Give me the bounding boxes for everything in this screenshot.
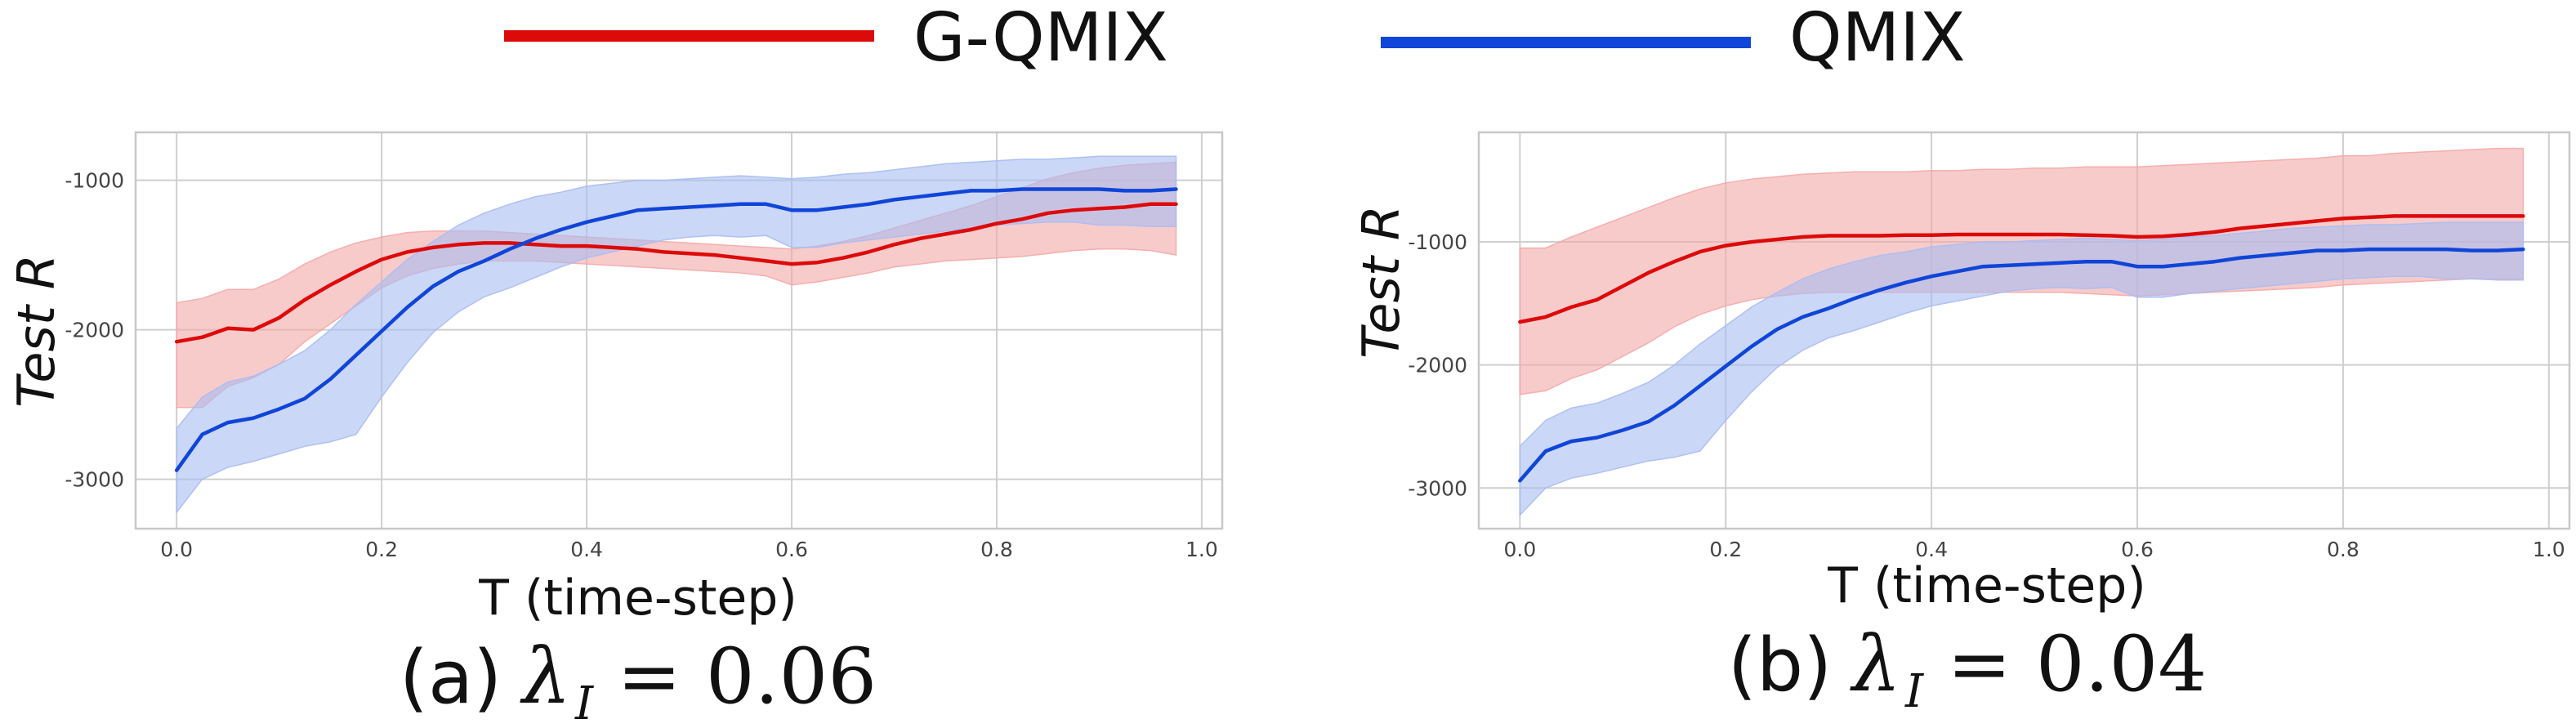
x-tick-label-a: 0.2 [365,538,398,561]
caption-a: (a) λ I = 0.06 [400,632,877,728]
line-qmix-a [174,187,1178,472]
caption-b-subscript: I [1904,665,1925,718]
line-qmix-b [1518,247,2525,483]
caption-b-lambda: λ [1849,620,1901,709]
lines-b [1518,214,2525,483]
xlabel-b: T (time-step) [1827,557,2146,614]
chart-panel-a: 0.0 0.2 0.4 0.6 0.8 1.0 -3000 -2000 -1000 T (tim… [7,131,1224,728]
y-tick-label-b: -1000 [1408,230,1467,254]
caption-b-prefix: (b) [1728,623,1832,708]
x-tick-label-a: 1.0 [1185,538,1218,561]
y-tick-label-a: -1000 [65,169,124,193]
x-tick-label-b: 0.6 [2121,538,2154,561]
caption-b-value: = 0.04 [1947,620,2207,709]
y-tick-label-a: -2000 [65,319,124,342]
bands-b [1519,147,2525,517]
caption-a-prefix: (a) [400,635,502,721]
ticks-b: 0.0 0.2 0.4 0.6 0.8 1.0 -3000 -2000 -1000 [1408,230,2565,561]
plot-frame-a [134,131,1224,530]
ticks-a: 0.0 0.2 0.4 0.6 0.8 1.0 -3000 -2000 -1000 [65,169,1217,561]
x-tick-label-b: 0.8 [2327,538,2359,561]
caption-a-value: = 0.06 [617,632,877,721]
x-tick-label-b: 0.0 [1503,538,1536,561]
caption-a-lambda: λ [519,632,571,721]
x-tick-label-b: 0.4 [1915,538,1948,561]
legend-label-g-qmix: G-QMIX [913,0,1168,77]
legend: G-QMIX QMIX [504,0,1966,77]
ylabel-b: Test R [1351,205,1411,359]
x-tick-label-a: 0.4 [570,538,603,561]
xlabel-a: T (time-step) [478,569,797,627]
y-tick-label-b: -3000 [1408,476,1467,500]
x-tick-label-a: 0.6 [775,538,808,561]
x-tick-label-a: 0.0 [160,538,193,561]
y-tick-label-a: -3000 [65,468,124,492]
caption-b: (b) λ I = 0.04 [1728,620,2207,718]
y-tick-label-b: -2000 [1408,354,1467,377]
caption-a-subscript: I [574,677,595,728]
x-tick-label-b: 1.0 [2533,538,2565,561]
ylabel-a: Test R [7,254,66,408]
plot-frame-b [1477,131,2571,530]
lines-a [174,187,1178,472]
legend-label-qmix: QMIX [1789,0,1966,77]
chart-panel-b: 0.0 0.2 0.4 0.6 0.8 1.0 -3000 -2000 -1000 T (tim… [1351,131,2571,718]
line-g-qmix-a [174,202,1178,344]
x-tick-label-a: 0.8 [980,538,1013,561]
x-tick-label-b: 0.2 [1709,538,1742,561]
line-g-qmix-b [1518,214,2525,324]
